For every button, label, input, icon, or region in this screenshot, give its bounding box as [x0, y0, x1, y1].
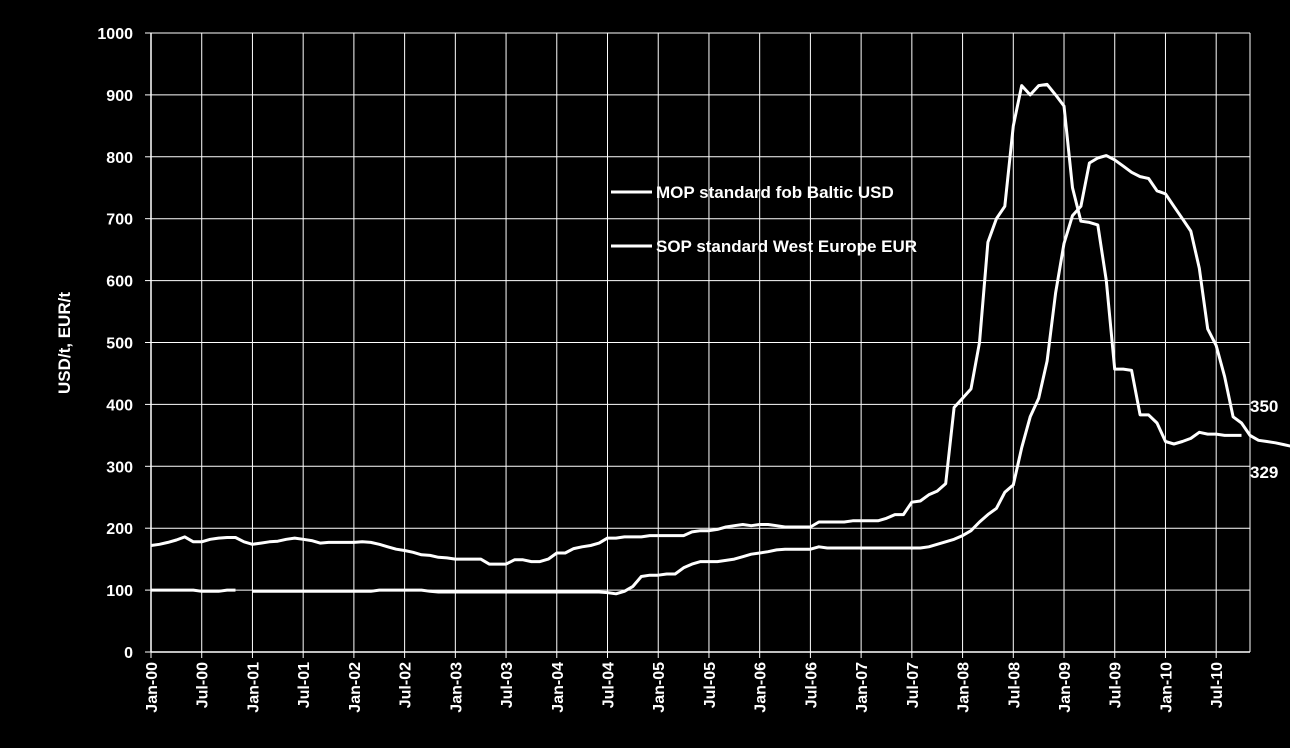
x-tick-label: Jan-07 [854, 662, 871, 713]
x-tick-label: Jan-04 [550, 662, 567, 713]
series-line-sop [150, 82, 1242, 566]
x-tick-label: Jul-10 [1209, 662, 1226, 708]
x-tick-label: Jan-03 [448, 662, 465, 713]
series-lines [150, 82, 1290, 596]
legend-label-mop: MOP standard fob Baltic USD [656, 183, 894, 202]
x-tick-label: Jan-08 [956, 662, 973, 713]
x-tick-label: Jul-00 [195, 662, 212, 708]
x-tick-label: Jan-10 [1158, 662, 1175, 713]
x-tick-label: Jan-01 [245, 662, 262, 713]
x-tick-label: Jan-00 [144, 662, 161, 713]
y-tick-label: 800 [106, 150, 133, 167]
x-tick-label: Jul-04 [601, 662, 618, 708]
y-axis-ticks: 0 100 200 300 400 500 600 700 800 900 1000 [97, 26, 133, 662]
y-tick-label: 1000 [97, 26, 133, 43]
y-tick-label: 300 [106, 459, 133, 476]
x-tick-label: Jul-03 [499, 662, 516, 708]
x-tick-label: Jul-02 [398, 662, 415, 708]
y-tick-label: 700 [106, 212, 133, 229]
x-axis-ticks: Jan-00 Jul-00 Jan-01 Jul-01 Jan-02 Jul-02 Jan-… [144, 662, 1226, 713]
x-tick-label: Jul-09 [1108, 662, 1125, 708]
x-tick-label: Jul-01 [296, 662, 313, 708]
x-tick-label: Jan-05 [651, 662, 668, 713]
y-tick-label: 100 [106, 583, 133, 600]
end-label-mop: 329 [1250, 463, 1278, 482]
x-tick-label: Jan-06 [753, 662, 770, 713]
axes [145, 32, 1250, 658]
end-label-sop: 350 [1250, 397, 1278, 416]
x-tick-label: Jul-06 [803, 662, 820, 708]
y-tick-label: 900 [106, 88, 133, 105]
y-tick-label: 600 [106, 274, 133, 291]
x-tick-label: Jul-05 [702, 662, 719, 708]
x-tick-label: Jul-08 [1006, 662, 1023, 708]
y-tick-label: 400 [106, 397, 133, 414]
y-tick-label: 200 [106, 521, 133, 538]
legend-label-sop: SOP standard West Europe EUR [656, 237, 917, 256]
x-tick-label: Jan-02 [347, 662, 364, 713]
legend: MOP standard fob Baltic USD SOP standard… [611, 183, 917, 256]
x-tick-label: Jul-07 [905, 662, 922, 708]
x-tick-label: Jan-09 [1057, 662, 1074, 713]
y-axis-label: USD/t, EUR/t [55, 292, 74, 394]
y-tick-label: 500 [106, 336, 133, 353]
y-tick-label: 0 [124, 645, 133, 662]
series-line-mop [151, 154, 1290, 596]
